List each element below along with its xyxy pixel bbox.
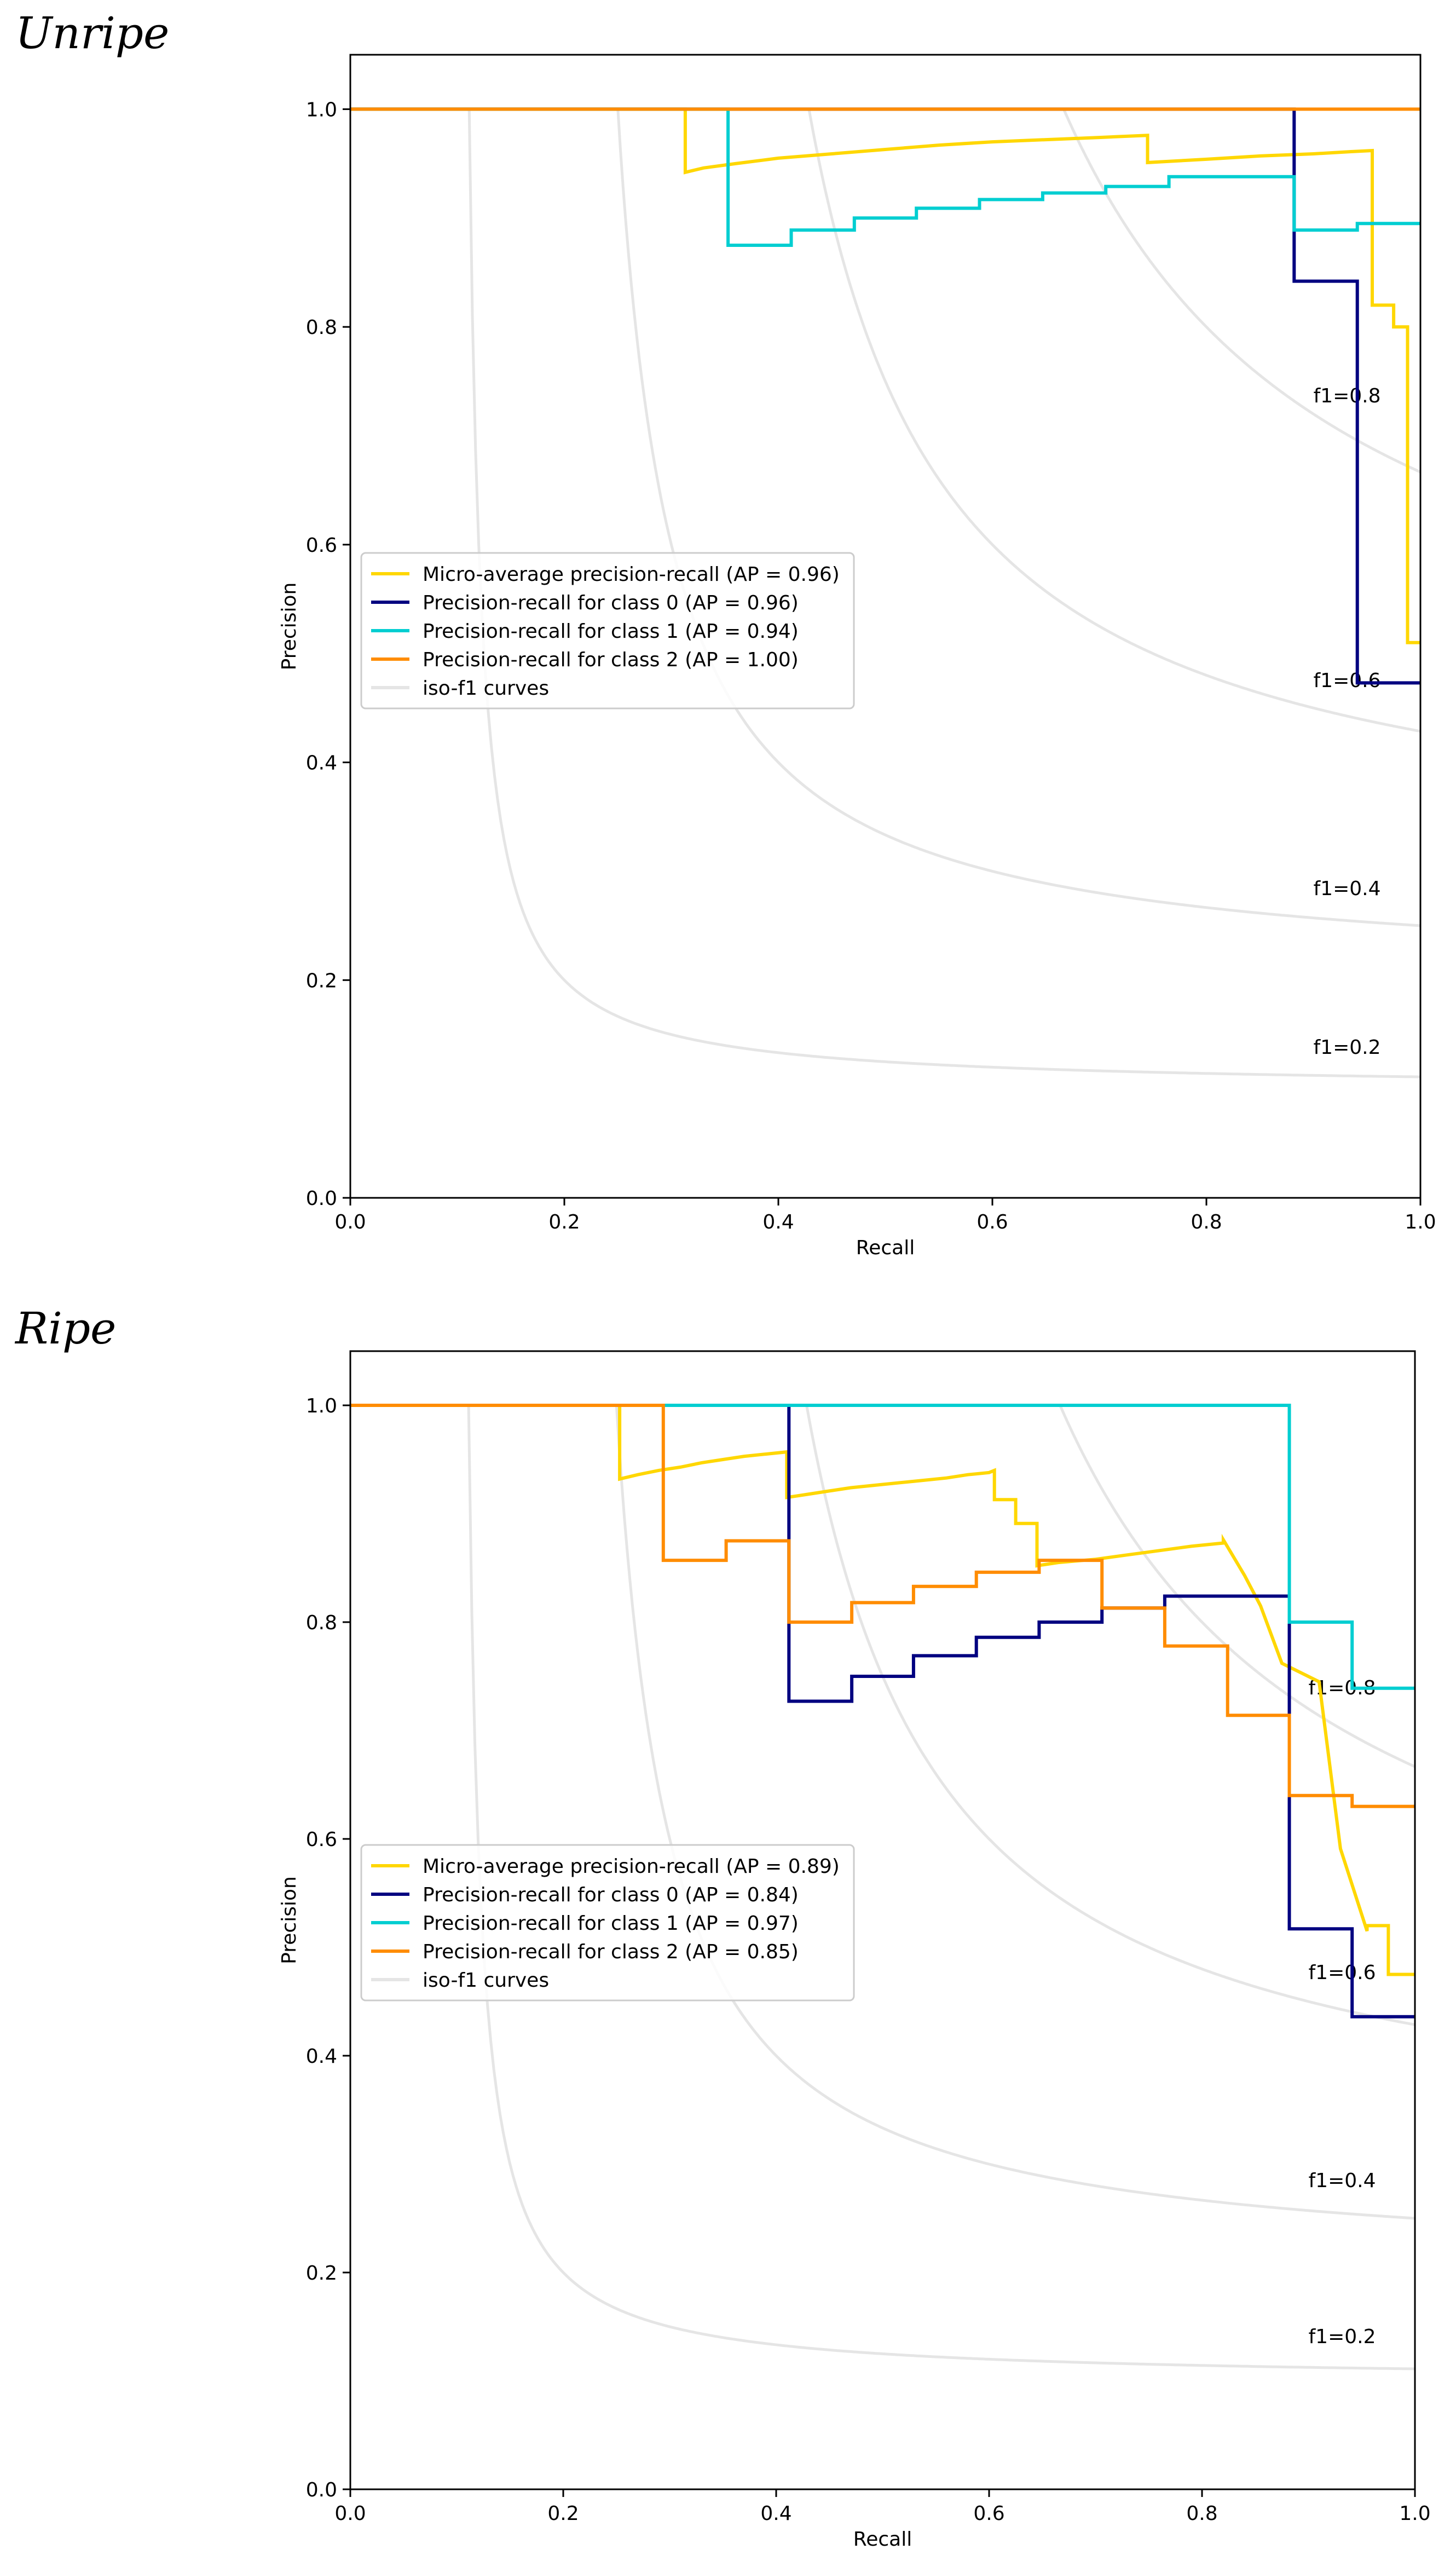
unripe-x-axis-label: Recall — [856, 1237, 915, 1259]
ripe-y-tick-label-2: 0.4 — [306, 2045, 337, 2068]
ripe-panel-title: Ripe — [15, 1303, 117, 1354]
unripe-series-line-0 — [350, 107, 1420, 644]
ripe-legend-box — [360, 1844, 855, 2002]
ripe-iso-f1-label-1: f1=0.4 — [1309, 2170, 1376, 2192]
ripe-x-tick-label-3: 0.6 — [973, 2502, 1004, 2525]
ripe-series-line-0 — [350, 1404, 1415, 1976]
ripe-series-line-3 — [350, 1404, 1415, 1808]
ripe-y-axis-label: Precision — [278, 1876, 301, 1964]
ripe-series-line-2 — [350, 1404, 1415, 1690]
unripe-legend-label-4: iso-f1 curves — [423, 677, 549, 700]
ripe-iso-f1-curve-2 — [805, 1405, 1415, 2026]
unripe-iso-f1-curve-2 — [807, 108, 1420, 733]
unripe-iso-f1-label-1: f1=0.4 — [1314, 878, 1381, 900]
unripe-panel-title: Unripe — [15, 8, 170, 59]
unripe-y-axis-label: Precision — [278, 582, 301, 671]
unripe-x-tick-label-2: 0.4 — [762, 1211, 794, 1233]
unripe-y-tick-label-1: 0.2 — [306, 970, 337, 992]
ripe-iso-f1-label-2: f1=0.6 — [1309, 1962, 1376, 1984]
unripe-legend-label-3: Precision-recall for class 2 (AP = 1.00) — [423, 649, 799, 671]
ripe-y-tick-label-5: 1.0 — [306, 1395, 337, 1417]
ripe-legend-label-4: iso-f1 curves — [423, 1969, 549, 1992]
ripe-x-tick-label-1: 0.2 — [547, 2502, 579, 2525]
ripe-legend-label-0: Micro-average precision-recall (AP = 0.8… — [423, 1855, 840, 1878]
unripe-x-tick-label-5: 1.0 — [1405, 1211, 1436, 1233]
ripe-series-line-1 — [350, 1404, 1415, 2018]
unripe-legend-label-2: Precision-recall for class 1 (AP = 0.94) — [423, 620, 799, 643]
ripe-x-tick-label-2: 0.4 — [760, 2502, 791, 2525]
unripe-iso-f1-curve-1 — [616, 109, 1420, 927]
ripe-x-tick-label-5: 1.0 — [1399, 2502, 1430, 2525]
unripe-x-tick-label-1: 0.2 — [548, 1211, 580, 1233]
ripe-x-tick-label-0: 0.0 — [334, 2502, 366, 2525]
unripe-legend-box — [360, 552, 855, 710]
unripe-iso-f1-label-0: f1=0.2 — [1314, 1036, 1381, 1059]
unripe-chart: f1=0.2 f1=0.4 f1=0.6 f1=0.8 0.0 0.2 0.4 0.6 0.8 1… — [278, 54, 1436, 1259]
unripe-y-tick-label-2: 0.4 — [306, 752, 337, 775]
unripe-y-tick-label-0: 0.0 — [306, 1187, 337, 1210]
ripe-legend-label-1: Precision-recall for class 0 (AP = 0.84) — [423, 1884, 799, 1906]
unripe-y-tick-label-4: 0.8 — [306, 316, 337, 339]
unripe-series-line-2 — [350, 107, 1420, 247]
unripe-legend: Micro-average precision-recall (AP = 0.9… — [360, 552, 855, 710]
unripe-x-tick-label-3: 0.6 — [977, 1211, 1008, 1233]
unripe-iso-f1-curve-0 — [467, 109, 1420, 1078]
unripe-x-tick-label-4: 0.8 — [1191, 1211, 1222, 1233]
ripe-chart: f1=0.2f1=0.4f1=0.6f1=0.80.0 0.2 0.4 0.6 0.8 1… — [278, 1350, 1431, 2551]
ripe-y-tick-label-4: 0.8 — [306, 1612, 337, 1634]
ripe-legend-label-2: Precision-recall for class 1 (AP = 0.97) — [423, 1912, 799, 1935]
unripe-y-tick-label-5: 1.0 — [306, 99, 337, 121]
unripe-iso-f1-label-2: f1=0.6 — [1314, 670, 1381, 692]
unripe-iso-f1-curve-3 — [1062, 108, 1420, 474]
ripe-legend-label-3: Precision-recall for class 2 (AP = 0.85) — [423, 1941, 799, 1963]
ripe-x-axis-label: Recall — [853, 2528, 912, 2551]
ripe-y-tick-label-3: 0.6 — [306, 1829, 337, 1851]
ripe-iso-f1-curve-0 — [467, 1405, 1415, 2371]
unripe-axes-frame — [349, 54, 1422, 1199]
unripe-legend-label-0: Micro-average precision-recall (AP = 0.9… — [423, 563, 840, 586]
ripe-iso-f1-label-0: f1=0.2 — [1309, 2326, 1376, 2348]
unripe-x-tick-label-0: 0.0 — [334, 1211, 366, 1233]
unripe-legend-label-1: Precision-recall for class 0 (AP = 0.96) — [423, 592, 799, 614]
unripe-iso-f1-label-3: f1=0.8 — [1314, 385, 1381, 407]
ripe-iso-f1-curve-3 — [1059, 1405, 1415, 1768]
ripe-iso-f1-curve-1 — [615, 1405, 1415, 2220]
ripe-legend: Micro-average precision-recall (AP = 0.8… — [360, 1844, 855, 2002]
unripe-y-tick-label-3: 0.6 — [306, 534, 337, 557]
ripe-x-tick-label-4: 0.8 — [1186, 2502, 1217, 2525]
ripe-y-tick-label-0: 0.0 — [306, 2479, 337, 2501]
ripe-axes-frame — [349, 1350, 1416, 2490]
ripe-y-tick-label-1: 0.2 — [306, 2262, 337, 2285]
